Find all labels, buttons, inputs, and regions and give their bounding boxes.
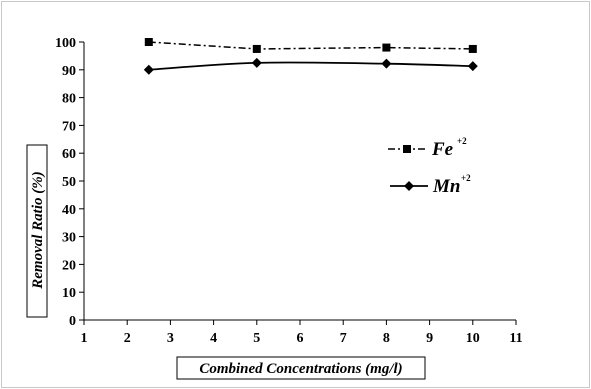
- y-tick-label: 100: [55, 36, 76, 51]
- legend-mn-marker: [404, 181, 414, 191]
- x-tick-label: 7: [340, 331, 347, 346]
- x-tick-label: 6: [297, 331, 304, 346]
- x-tick-label: 10: [466, 331, 480, 346]
- x-tick-label: 3: [167, 331, 174, 346]
- legend: Fe +2 Mn +2: [388, 136, 471, 197]
- y-tick-label: 0: [69, 314, 76, 329]
- x-tick-label: 8: [383, 331, 390, 346]
- x-ticks: 1 2 3 4 5 6 7 8 9 10 11: [81, 320, 523, 346]
- series-line-fe: [148, 41, 473, 50]
- data-point-fe: [252, 44, 261, 53]
- y-axis-title-text: Removal Ratio (%): [30, 171, 46, 289]
- legend-item-mn: Mn +2: [390, 173, 471, 197]
- data-point-mn: [143, 64, 154, 75]
- series-line-mn: [148, 61, 473, 71]
- x-axis-title-box: [176, 356, 426, 380]
- x-tick-label: 4: [210, 331, 217, 346]
- legend-fe-label: Fe: [431, 139, 454, 160]
- x-tick-label: 11: [509, 331, 522, 346]
- y-tick-label: 80: [62, 92, 76, 107]
- data-point-mn: [251, 57, 262, 68]
- x-tick-label: 5: [253, 331, 260, 346]
- data-point-fe: [382, 43, 391, 52]
- y-tick-label: 20: [62, 258, 76, 273]
- x-axis-title-text: Combined Concentrations (mg/l): [199, 361, 402, 377]
- y-ticks: 0 10 20 30 40 50 60 70 80 90 100: [55, 36, 84, 329]
- y-tick-label: 30: [62, 231, 76, 246]
- y-axis-title-box: [26, 144, 48, 318]
- y-axis-title: Removal Ratio (%): [26, 144, 48, 318]
- x-tick-label: 9: [426, 331, 433, 346]
- legend-fe-superscript: +2: [457, 136, 467, 146]
- y-tick-label: 40: [62, 203, 76, 218]
- legend-item-fe: Fe +2: [388, 136, 467, 160]
- data-point-mn: [381, 58, 392, 69]
- y-tick-label: 50: [62, 175, 76, 190]
- y-tick-label: 10: [62, 286, 76, 301]
- legend-mn-superscript: +2: [461, 173, 471, 183]
- series: [143, 38, 478, 75]
- legend-mn-label: Mn: [432, 176, 460, 197]
- data-point-fe: [468, 44, 477, 53]
- data-point-fe: [144, 38, 153, 46]
- x-axis-title: Combined Concentrations (mg/l): [176, 356, 426, 380]
- x-tick-label: 2: [124, 331, 131, 346]
- data-point-mn: [467, 61, 478, 72]
- legend-fe-marker: [403, 145, 411, 153]
- x-tick-label: 1: [81, 331, 88, 346]
- y-tick-label: 60: [62, 147, 76, 162]
- y-tick-label: 90: [62, 64, 76, 79]
- y-tick-label: 70: [62, 119, 76, 134]
